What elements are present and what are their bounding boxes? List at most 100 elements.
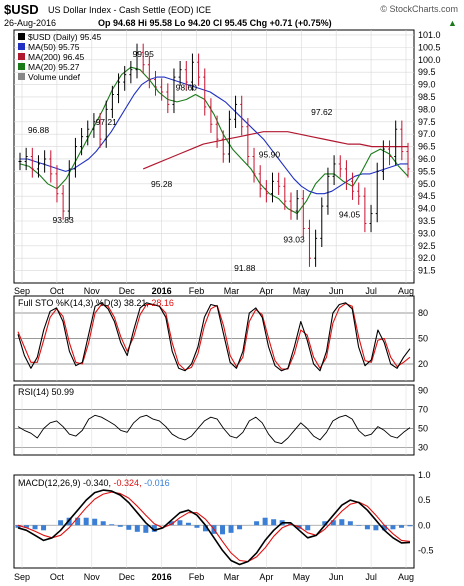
price-annotation: 99.95 <box>133 49 155 59</box>
macd-histogram-bar <box>41 525 47 531</box>
price-x-axis: Sep Oct Nov Dec 2016 Feb Mar Apr May Jun Jul Aug <box>14 286 414 296</box>
macd-x-label: Sep <box>14 572 30 582</box>
macd-x-label: Mar <box>224 572 240 582</box>
macd-x-label: Jul <box>365 572 377 582</box>
ma20-line <box>19 66 409 215</box>
macd-x-label: May <box>293 572 311 582</box>
macd-histogram-bar <box>194 525 200 528</box>
price-tick-label: 95.0 <box>418 179 436 189</box>
legend-label: MA(20) 95.27 <box>28 62 80 72</box>
sto-d-line <box>17 303 411 371</box>
price-tick-label: 99.0 <box>418 80 436 90</box>
macd-legend-signal: -0.324, <box>114 478 145 488</box>
macd-histogram-bar <box>151 525 157 532</box>
stochastic-content: 80 50 20 Full STO %K(14,3) %D(3) 38.21, 28.… <box>14 296 428 381</box>
macd-histogram-bar <box>168 521 174 526</box>
rsi-panel-frame <box>13 384 415 456</box>
legend-swatch <box>18 53 25 60</box>
macd-x-label: 2016 <box>152 572 172 582</box>
legend-swatch <box>18 73 25 80</box>
y-tick-label: 20 <box>418 359 428 369</box>
macd-histogram-bar <box>109 524 115 526</box>
price-x-label: Jul <box>365 286 377 296</box>
ma20-line-path <box>19 66 409 215</box>
macd-line <box>17 489 411 566</box>
macd-histogram-bar <box>126 525 132 530</box>
stochastic-panel: 80 50 20 Full STO %K(14,3) %D(3) 38.21, 28.… <box>13 295 428 382</box>
rsi-panel: 90 70 50 30 RSI(14) 50.99 <box>13 384 428 456</box>
price-annotation: 94.05 <box>339 209 361 219</box>
macd-legend-hist: -0.016 <box>144 478 170 488</box>
macd-x-label: Jun <box>329 572 344 582</box>
macd-legend: MACD(12,26,9) -0.340, -0.324, -0.016 <box>18 478 170 488</box>
sto-k-line <box>17 302 411 372</box>
price-tick-label: 101.0 <box>418 30 441 40</box>
price-x-label: Nov <box>84 286 101 296</box>
macd-histogram-bar <box>177 520 183 526</box>
macd-histogram-bar <box>254 521 260 526</box>
price-tick-label: 92.5 <box>418 241 436 251</box>
price-tick-label: 98.0 <box>418 104 436 114</box>
price-tick-label: 93.5 <box>418 216 436 226</box>
ma200-line <box>142 131 408 170</box>
macd-histogram-bar <box>364 525 370 530</box>
macd-histogram-bar <box>373 525 379 531</box>
price-tick-label: 96.0 <box>418 154 436 164</box>
macd-histogram-bar <box>407 525 413 527</box>
chart-date: 26-Aug-2016 <box>4 18 56 28</box>
macd-x-label: Feb <box>189 572 205 582</box>
y-tick-label: 90 <box>418 386 428 396</box>
macd-x-label: Apr <box>259 572 273 582</box>
macd-histogram-bar <box>100 521 106 526</box>
macd-histogram-bar <box>15 525 21 528</box>
macd-histogram-bar <box>305 525 311 531</box>
price-x-label: May <box>293 286 311 296</box>
y-tick-label: 1.0 <box>418 470 431 480</box>
macd-histogram-bar <box>75 517 81 526</box>
y-tick-label: 50 <box>418 424 428 434</box>
price-gridlines <box>14 30 414 283</box>
ma50-line-path <box>20 76 408 195</box>
price-tick-label: 97.0 <box>418 129 436 139</box>
price-y-axis: 101.0 100.5 100.0 99.5 99.0 98.5 98.0 97.5 97.0 9… <box>418 30 441 276</box>
rsi-content: 90 70 50 30 RSI(14) 50.99 <box>14 385 428 455</box>
sto-legend-k: Full STO %K(14,3) <box>18 298 96 308</box>
macd-x-label: Nov <box>84 572 101 582</box>
sto-legend-d: %D(3) 38.21, <box>96 298 152 308</box>
price-annotation: 96.88 <box>28 125 50 135</box>
price-annotation: 93.83 <box>52 215 74 225</box>
price-annotation: 97.62 <box>311 107 333 117</box>
macd-histogram-bar <box>237 525 243 530</box>
macd-histogram-bar <box>347 521 353 526</box>
price-annotation: 97.21 <box>96 117 118 127</box>
sto-legend: Full STO %K(14,3) %D(3) 38.21, 28.16 <box>18 298 174 308</box>
price-tick-label: 98.5 <box>418 92 436 102</box>
price-tick-label: 92.0 <box>418 253 436 263</box>
price-x-label: Oct <box>50 286 65 296</box>
macd-histogram-bar <box>228 525 234 533</box>
price-x-label: Mar <box>224 286 240 296</box>
macd-histogram-bar <box>32 525 38 530</box>
macd-histogram-bar <box>262 517 268 526</box>
y-tick-label: 0.0 <box>418 520 431 530</box>
macd-histogram-bar <box>202 525 208 532</box>
macd-x-label: Aug <box>398 572 414 582</box>
price-annotation: 98.60 <box>176 82 198 92</box>
macd-signal-line <box>17 491 411 563</box>
ma200-line-path <box>142 131 408 170</box>
macd-histogram-bar <box>339 519 345 526</box>
macd-histogram-bar <box>271 519 277 526</box>
price-annotation: 91.88 <box>234 263 256 273</box>
price-x-label: Jun <box>329 286 344 296</box>
price-x-label: Aug <box>398 286 414 296</box>
price-tick-label: 99.5 <box>418 67 436 77</box>
price-tick-label: 96.5 <box>418 142 436 152</box>
macd-histogram-bar <box>134 525 140 532</box>
macd-histogram-bar <box>92 518 98 526</box>
macd-content: 1.0 0.5 0.0 -0.5 MACD(12,26,9) -0.340, -0.32… <box>14 470 434 568</box>
instrument-name: US Dollar Index - Cash Settle (EOD) ICE <box>48 5 211 15</box>
price-x-label: Feb <box>189 286 205 296</box>
price-x-label: Sep <box>14 286 30 296</box>
y-tick-label: 80 <box>418 308 428 318</box>
